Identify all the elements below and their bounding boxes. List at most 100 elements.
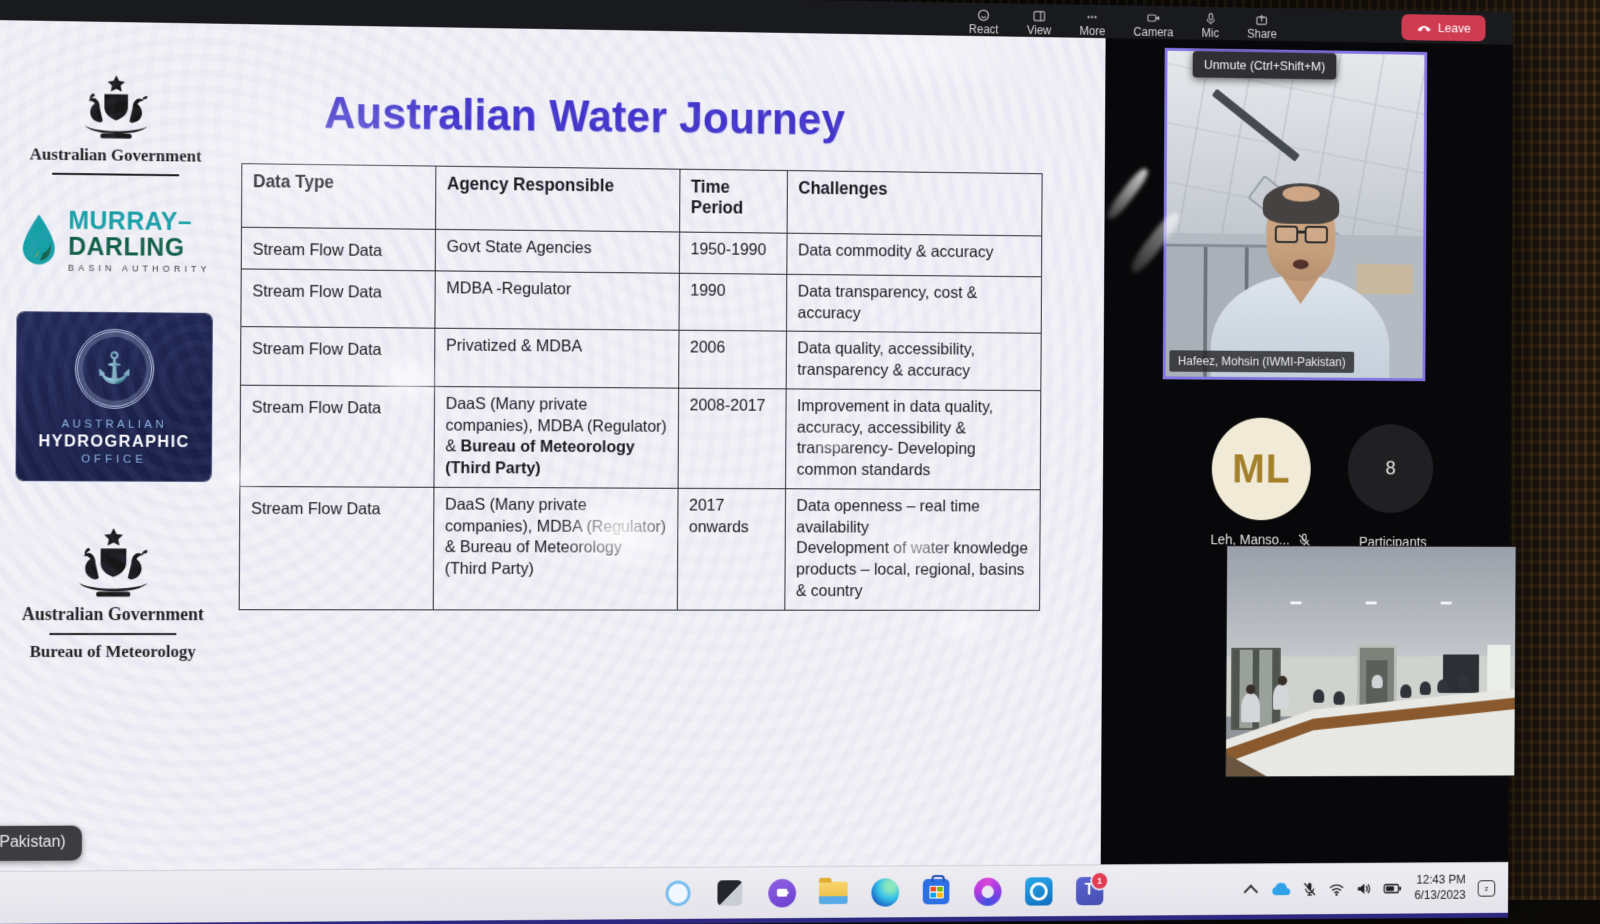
speaker-head bbox=[1266, 188, 1335, 281]
cell-data-type: Stream Flow Data bbox=[241, 227, 435, 270]
view-button[interactable]: View bbox=[1027, 18, 1051, 37]
camera-app-icon[interactable] bbox=[767, 878, 796, 908]
clock-date: 6/13/2023 bbox=[1414, 888, 1465, 903]
slide-logo-column: Australian Government MURRAY– DARLING B bbox=[3, 30, 224, 871]
more-button[interactable]: More bbox=[1079, 19, 1105, 38]
room-person bbox=[1371, 675, 1382, 689]
view-icon bbox=[1033, 10, 1045, 23]
office-app-icon[interactable] bbox=[973, 877, 1002, 906]
participants-count-circle[interactable]: 8 bbox=[1348, 424, 1434, 513]
speaker-hair bbox=[1263, 183, 1340, 224]
bom-label: Bureau of Meteorology bbox=[30, 642, 196, 662]
presentation-slide: Australian Government MURRAY– DARLING B bbox=[0, 20, 1106, 871]
cell-agency: Privatized & MDBA bbox=[435, 328, 679, 388]
battery-icon[interactable] bbox=[1384, 883, 1403, 895]
room-light bbox=[1441, 602, 1452, 605]
room-whiteboard bbox=[1488, 645, 1511, 693]
taskbar-app-icons: T 1 bbox=[663, 865, 1103, 919]
leave-button[interactable]: Leave bbox=[1401, 14, 1486, 41]
hydrographic-office-logo: ⚓ AUSTRALIAN HYDROGRAPHIC OFFICE bbox=[16, 312, 211, 481]
cell-period: 1990 bbox=[679, 273, 787, 331]
camera-label: Camera bbox=[1133, 25, 1173, 39]
table-row: Stream Flow Data DaaS (Many private comp… bbox=[239, 486, 1040, 610]
unmute-tooltip: Unmute (Ctrl+Shift+M) bbox=[1193, 51, 1337, 79]
gov-label: Australian Government bbox=[22, 604, 204, 625]
monitor-screen: React View More Camera bbox=[0, 0, 1513, 924]
aho-line2: HYDROGRAPHIC bbox=[38, 432, 189, 452]
participant-name: Leh, Manso... bbox=[1211, 532, 1290, 548]
edge-browser-icon[interactable] bbox=[870, 877, 899, 906]
speaker-icon[interactable] bbox=[1357, 882, 1372, 896]
room-person bbox=[1273, 684, 1289, 709]
cell-agency: Govt State Agencies bbox=[435, 229, 679, 273]
wifi-icon[interactable] bbox=[1329, 883, 1345, 896]
cell-period: 1950-1990 bbox=[679, 232, 787, 274]
notification-center-icon[interactable]: z bbox=[1478, 880, 1496, 896]
data-table: Data Type Agency Responsible Time Period… bbox=[239, 163, 1043, 610]
avatar-initials: ML bbox=[1232, 446, 1291, 493]
coat-of-arms-icon bbox=[68, 73, 164, 142]
room-person bbox=[1457, 675, 1468, 688]
mic-button[interactable]: Mic bbox=[1202, 21, 1220, 40]
glare-streak bbox=[1104, 166, 1151, 222]
mic-label: Mic bbox=[1202, 26, 1220, 40]
speaker-glasses bbox=[1272, 225, 1330, 240]
react-icon bbox=[978, 9, 990, 22]
room-person bbox=[1420, 682, 1431, 695]
react-button[interactable]: React bbox=[969, 17, 999, 36]
water-drop-icon bbox=[19, 212, 59, 268]
clock-time: 12:43 PM bbox=[1414, 873, 1465, 888]
react-label: React bbox=[969, 22, 999, 36]
shared-screen-stage: Australian Government MURRAY– DARLING B bbox=[0, 20, 1106, 871]
cell-data-type: Stream Flow Data bbox=[240, 385, 435, 487]
table-row: Stream Flow Data MDBA -Regulator 1990 Da… bbox=[241, 269, 1042, 334]
taskbar-clock[interactable]: 12:43 PM 6/13/2023 bbox=[1414, 873, 1466, 903]
presenter-name-pill: Pakistan) bbox=[0, 826, 82, 862]
search-app-icon[interactable] bbox=[664, 879, 693, 909]
slide-content: Australian Water Journey Data Type Agenc… bbox=[219, 34, 1088, 870]
room-person bbox=[1241, 694, 1260, 723]
share-icon bbox=[1256, 14, 1268, 27]
speaker-mouth bbox=[1293, 259, 1309, 269]
cell-agency: MDBA -Regulator bbox=[435, 271, 679, 331]
desktop-app-icon[interactable] bbox=[715, 878, 744, 908]
room-person bbox=[1313, 689, 1324, 703]
bureau-of-meteorology-logo: Australian Government Bureau of Meteorol… bbox=[22, 526, 205, 662]
australian-government-logo: Australian Government bbox=[30, 73, 202, 177]
speaker-person bbox=[1207, 164, 1394, 378]
mic-icon bbox=[1205, 13, 1216, 26]
microsoft-store-icon[interactable] bbox=[922, 877, 951, 906]
cell-data-type: Stream Flow Data bbox=[241, 269, 435, 329]
camera-icon bbox=[1147, 12, 1160, 25]
cell-data-type: Stream Flow Data bbox=[241, 327, 435, 386]
room-video-tile[interactable] bbox=[1226, 546, 1516, 776]
cell-period: 2008-2017 bbox=[678, 388, 786, 489]
teams-app-icon[interactable]: T 1 bbox=[1075, 876, 1103, 905]
tray-chevron-icon[interactable] bbox=[1244, 884, 1259, 899]
table-row: Stream Flow Data DaaS (Many private comp… bbox=[240, 385, 1041, 490]
participant-avatar[interactable]: ML bbox=[1212, 417, 1311, 520]
onedrive-icon[interactable] bbox=[1270, 882, 1291, 897]
cell-agency: DaaS (Many private companies), MDBA (Reg… bbox=[433, 487, 678, 610]
aho-line1: AUSTRALIAN bbox=[61, 418, 166, 431]
cell-period: 2017 onwards bbox=[677, 488, 785, 610]
cell-agency: DaaS (Many private companies), MDBA (Reg… bbox=[434, 386, 679, 488]
room-light bbox=[1366, 602, 1377, 605]
file-explorer-icon[interactable] bbox=[819, 878, 848, 908]
hangup-icon bbox=[1416, 22, 1432, 32]
murray-darling-logo: MURRAY– DARLING BASIN AUTHORITY bbox=[19, 208, 211, 274]
room-light bbox=[1291, 602, 1302, 605]
tray-mic-off-icon[interactable] bbox=[1303, 881, 1317, 897]
leave-label: Leave bbox=[1438, 20, 1471, 35]
share-button[interactable]: Share bbox=[1247, 22, 1277, 41]
aho-emblem-icon: ⚓ bbox=[75, 328, 155, 408]
cell-challenges: Improvement in data quality, accuracy, a… bbox=[786, 389, 1041, 490]
cell-challenges: Data transparency, cost & accuracy bbox=[786, 274, 1041, 333]
room-person bbox=[1437, 680, 1448, 693]
cell-challenges: Data quality, accessibility, transparenc… bbox=[786, 331, 1041, 390]
outlook-app-icon[interactable] bbox=[1024, 876, 1052, 905]
speaker-video-tile[interactable]: Hafeez, Mohsin (IWMI-Pakistan) bbox=[1163, 48, 1427, 381]
view-label: View bbox=[1027, 23, 1051, 37]
table-row: Stream Flow Data Privatized & MDBA 2006 … bbox=[241, 327, 1042, 391]
camera-button[interactable]: Camera bbox=[1133, 20, 1173, 39]
